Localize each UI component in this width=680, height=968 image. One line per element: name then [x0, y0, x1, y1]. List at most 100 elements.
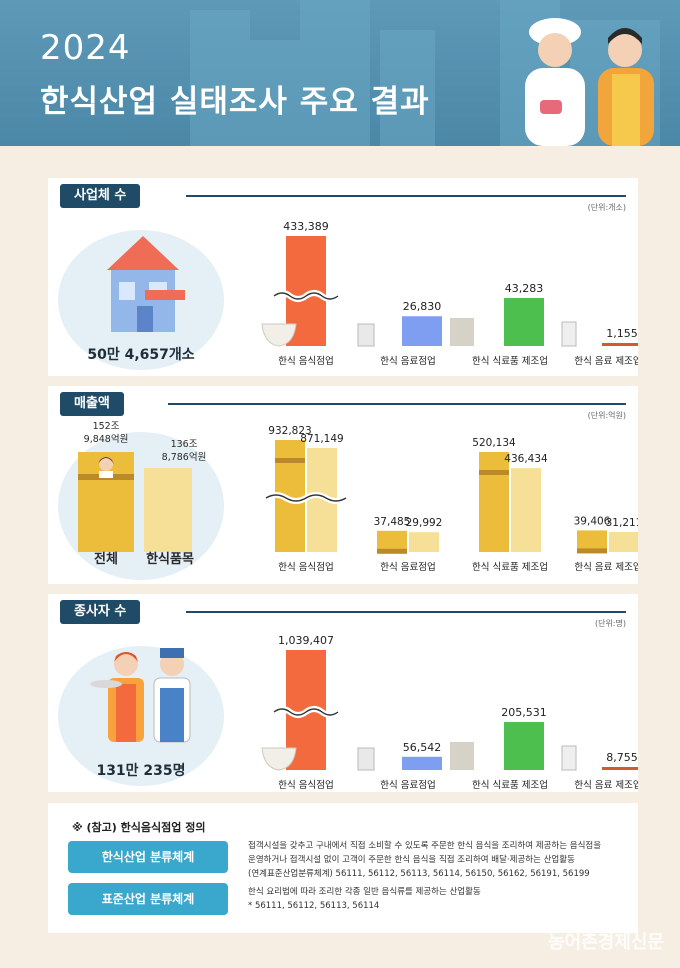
note-title: ※ (참고) 한식음식점업 정의: [72, 821, 206, 834]
data-bar: [377, 530, 407, 552]
cup-icon: [357, 323, 375, 347]
employees-bar-chart: 1,039,407 한식 음식점업 56,542 한식 음료점업 205,531 한식 식…: [261, 634, 638, 791]
axis-break-mark: [273, 292, 339, 300]
category-label: 한식 음료점업: [380, 561, 435, 573]
data-label: 433,389: [283, 220, 329, 233]
skyline-building: [250, 40, 300, 146]
data-label: 8,755: [606, 751, 638, 764]
korean-sales-bar: [144, 468, 192, 552]
definition-line: 한식 요리법에 따라 조리한 각종 일반 음식류를 제공하는 산업활동: [248, 887, 481, 897]
chef-workers-illustration: [525, 18, 654, 146]
data-bar: [504, 722, 544, 770]
category-label: 한식 식료품 제조업: [472, 355, 548, 367]
data-bar: [479, 452, 509, 552]
data-label: 31,211: [606, 517, 638, 529]
section-label: 매출액: [60, 392, 124, 416]
skyline-building: [380, 30, 435, 146]
data-bar: [577, 530, 607, 552]
category-label: 한식 음식점업: [278, 561, 333, 573]
data-label: 56,542: [403, 741, 442, 754]
total-label: 전체: [94, 552, 118, 567]
bar-stripe: [577, 548, 607, 554]
bar-stripe: [479, 470, 509, 475]
axis-break-mark: [273, 708, 339, 716]
data-label: 43,283: [505, 282, 544, 295]
unit-label: (단위:개소): [587, 203, 626, 212]
unit-label: (단위:명): [594, 619, 626, 628]
restaurant-workers-icon: [90, 648, 191, 743]
category-label: 한식 음료 제조업: [574, 355, 638, 367]
cup-icon: [357, 747, 375, 771]
category-label: 한식 음료점업: [380, 779, 435, 791]
shop-building-icon: [107, 236, 185, 332]
category-label: 한식 음료 제조업: [574, 561, 638, 573]
bowl-icon: [261, 747, 297, 771]
data-label: 932,823: [268, 425, 311, 437]
page-title: 한식산업 실태조사 주요 결과: [40, 84, 430, 120]
skyline-building: [190, 10, 250, 146]
data-bar: [511, 468, 541, 552]
grinder-icon: [450, 318, 474, 346]
category-label: 한식 식료품 제조업: [472, 779, 548, 791]
total-sales-value: 152조 9,848억원: [83, 421, 129, 445]
data-label: 29,992: [406, 517, 443, 529]
data-label: 1,039,407: [278, 634, 334, 647]
data-label: 871,149: [300, 433, 343, 445]
grinder-icon: [450, 742, 474, 770]
publisher-watermark: 농어촌경제신문: [548, 932, 664, 953]
sales-panel: 매출액 (단위:억원) 152조 9,848억원 136조 8,786억원 전체…: [48, 386, 638, 584]
section-label: 종사자 수: [60, 600, 141, 624]
definition-line: 접객시설을 갖추고 구내에서 직접 소비할 수 있도록 주문한 한식 음식을 조…: [248, 841, 602, 851]
total-employees: 131만 235명: [96, 763, 186, 779]
data-bar: [402, 756, 442, 770]
data-bar: [602, 343, 638, 346]
category-label: 한식 음식점업: [278, 355, 333, 367]
category-label: 한식 음료 제조업: [574, 779, 638, 791]
data-label: 1,155: [606, 327, 638, 340]
unit-label: (단위:억원): [587, 411, 626, 420]
worker-icon: [98, 457, 114, 478]
bowl-icon: [261, 323, 297, 347]
data-label: 205,531: [501, 706, 547, 719]
korean-industry-classification-button[interactable]: 한식산업 분류체계: [68, 841, 228, 873]
bottle-icon: [561, 321, 577, 347]
korean-sales-value: 136조 8,786억원: [161, 439, 207, 463]
skyline-building: [300, 0, 370, 146]
standard-industry-classification-button[interactable]: 표준산업 분류체계: [68, 883, 228, 915]
category-label: 한식 식료품 제조업: [472, 561, 548, 573]
businesses-bar-chart: 433,389 한식 음식점업 26,830 한식 음료점업 43,283 한식 식료품 …: [261, 220, 638, 367]
bar-stripe: [377, 548, 407, 554]
standard-industry-definition: 한식 요리법에 따라 조리한 각종 일반 음식류를 제공하는 산업활동 * 56…: [248, 885, 628, 913]
section-divider: [186, 195, 626, 197]
bar-stripe: [275, 458, 305, 463]
korean-label: 한식품목: [146, 552, 194, 567]
data-bar: [402, 316, 442, 346]
definition-line: * 56111, 56112, 56113, 56114: [248, 901, 380, 911]
data-label: 26,830: [403, 300, 442, 313]
section-label: 사업체 수: [60, 184, 141, 208]
bottle-icon: [561, 745, 577, 771]
data-bar: [409, 532, 439, 552]
total-businesses: 50만 4,657개소: [87, 347, 195, 363]
data-label: 520,134: [472, 437, 516, 449]
page-year: 2024: [40, 28, 131, 68]
header-banner: 2024 한식산업 실태조사 주요 결과: [0, 0, 680, 146]
employees-panel: 종사자 수 (단위:명) 131만 235명 1,039,407 한식 음식점업 5…: [48, 594, 638, 792]
definition-note-panel: ※ (참고) 한식음식점업 정의 한식산업 분류체계 접객시설을 갖추고 구내에…: [48, 803, 638, 933]
category-label: 한식 음료점업: [380, 355, 435, 367]
data-label: 37,485: [374, 516, 411, 528]
category-label: 한식 음식점업: [278, 779, 333, 791]
data-bar: [602, 767, 638, 770]
businesses-panel: 사업체 수 (단위:개소) 50만 4,657개소 433,389 한식 음식점업…: [48, 178, 638, 376]
korean-industry-definition: 접객시설을 갖추고 구내에서 직접 소비할 수 있도록 주문한 한식 음식을 조…: [248, 839, 628, 881]
axis-break-mark: [265, 494, 347, 502]
data-label: 436,434: [504, 453, 548, 465]
section-divider: [168, 403, 626, 405]
data-bar: [609, 531, 638, 552]
data-label: 39,406: [574, 515, 611, 527]
definition-line: (연계표준산업분류체계) 56111, 56112, 56113, 56114,…: [248, 869, 590, 879]
definition-line: 운영하거나 접객시설 없이 고객이 주문한 한식 음식을 직접 조리하여 배달·…: [248, 855, 575, 865]
section-divider: [186, 611, 626, 613]
data-bar: [504, 298, 544, 346]
